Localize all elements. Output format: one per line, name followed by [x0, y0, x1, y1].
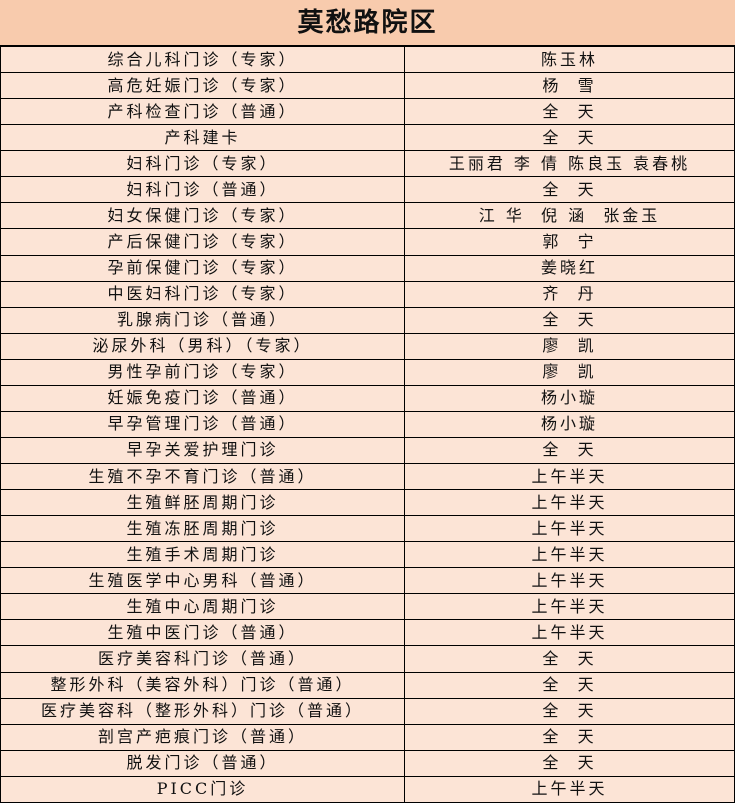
clinic-schedule: 全 天: [404, 306, 735, 334]
table-row: 脱发门诊（普通）全 天: [0, 749, 735, 777]
clinic-name: 妇科门诊（普通）: [0, 176, 405, 204]
clinic-schedule: 上午半天: [404, 541, 735, 569]
clinic-name: 医疗美容科（整形外科）门诊（普通）: [0, 697, 405, 725]
clinic-schedule: 上午半天: [404, 489, 735, 517]
clinic-schedule: 陈玉林: [404, 45, 735, 74]
clinic-name: 早孕关爱护理门诊: [0, 436, 405, 465]
clinic-name: 脱发门诊（普通）: [0, 749, 405, 777]
clinic-schedule: 齐 丹: [404, 280, 735, 308]
table-row: 早孕关爱护理门诊全 天: [0, 436, 735, 465]
table-row: 产后保健门诊（专家）郭 宁: [0, 228, 735, 256]
clinic-name: 剖宫产疤痕门诊（普通）: [0, 723, 405, 751]
clinic-name: 生殖鲜胚周期门诊: [0, 489, 405, 517]
clinic-schedule: 杨小璇: [404, 384, 735, 412]
table-row: 乳腺病门诊（普通）全 天: [0, 306, 735, 334]
clinic-name: 生殖手术周期门诊: [0, 541, 405, 569]
clinic-name: 泌尿外科（男科）（专家）: [0, 332, 405, 360]
clinic-schedule: 全 天: [404, 98, 735, 126]
clinic-name: 早孕管理门诊（普通）: [0, 410, 405, 438]
clinic-schedule: 全 天: [404, 671, 735, 699]
clinic-name: PICC门诊: [0, 775, 405, 803]
table-row: 中医妇科门诊（专家）齐 丹: [0, 280, 735, 308]
table-row: 妇科门诊（专家） 王丽君 李 倩 陈良玉 袁春桃: [0, 150, 735, 178]
clinic-schedule: 王丽君 李 倩 陈良玉 袁春桃: [404, 150, 735, 178]
table-row: 生殖手术周期门诊 上午半天: [0, 541, 735, 569]
clinic-name: 生殖医学中心男科（普通）: [0, 567, 405, 595]
table-row: 产科建卡全 天: [0, 124, 735, 152]
table-row: 泌尿外科（男科）（专家）廖 凯: [0, 332, 735, 360]
clinic-schedule: 杨 雪: [404, 72, 735, 100]
clinic-name: 产科建卡: [0, 124, 405, 152]
table-row: 孕前保健门诊（专家） 姜晓红: [0, 254, 735, 282]
clinic-name: 中医妇科门诊（专家）: [0, 280, 405, 308]
clinic-name: 生殖不孕不育门诊（普通）: [0, 462, 405, 491]
table-row: 生殖不孕不育门诊（普通） 上午半天: [0, 462, 735, 491]
schedule-table: 综合儿科门诊（专家） 陈玉林 高危妊娠门诊（专家）杨 雪产科检查门诊（普通）全 天产…: [0, 45, 735, 803]
clinic-schedule: 全 天: [404, 749, 735, 777]
clinic-name: 高危妊娠门诊（专家）: [0, 72, 405, 100]
clinic-schedule: 上午半天: [404, 619, 735, 647]
clinic-name: 生殖中医门诊（普通）: [0, 619, 405, 647]
clinic-name: 医疗美容科门诊（普通）: [0, 645, 405, 673]
clinic-schedule: 廖 凯: [404, 332, 735, 360]
table-row: 妇女保健门诊（专家）江 华 倪 涵 张金玉: [0, 202, 735, 230]
table-row: 妊娠免疫门诊（普通） 杨小璇: [0, 384, 735, 412]
clinic-schedule: 全 天: [404, 645, 735, 673]
clinic-name: 整形外科（美容外科）门诊（普通）: [0, 671, 405, 699]
clinic-schedule: 上午半天: [404, 567, 735, 595]
clinic-schedule: 郭 宁: [404, 228, 735, 256]
clinic-name: 综合儿科门诊（专家）: [0, 45, 405, 74]
clinic-name: 男性孕前门诊（专家）: [0, 358, 405, 386]
clinic-schedule: 上午半天: [404, 515, 735, 543]
table-row: PICC门诊 上午半天: [0, 775, 735, 803]
clinic-name: 乳腺病门诊（普通）: [0, 306, 405, 334]
clinic-schedule: 全 天: [404, 124, 735, 152]
clinic-schedule: 上午半天: [404, 593, 735, 621]
clinic-schedule: 姜晓红: [404, 254, 735, 282]
table-row: 医疗美容科（整形外科）门诊（普通）全 天: [0, 697, 735, 725]
table-row: 产科检查门诊（普通）全 天: [0, 98, 735, 126]
clinic-schedule: 廖 凯: [404, 358, 735, 386]
clinic-schedule: 上午半天: [404, 775, 735, 803]
table-row: 生殖中心周期门诊 上午半天: [0, 593, 735, 621]
table-row: 生殖医学中心男科（普通） 上午半天: [0, 567, 735, 595]
table-row: 生殖冻胚周期门诊 上午半天: [0, 515, 735, 543]
clinic-name: 妊娠免疫门诊（普通）: [0, 384, 405, 412]
clinic-name: 产科检查门诊（普通）: [0, 98, 405, 126]
clinic-name: 生殖中心周期门诊: [0, 593, 405, 621]
table-row: 生殖中医门诊（普通） 上午半天: [0, 619, 735, 647]
table-row: 早孕管理门诊（普通） 杨小璇: [0, 410, 735, 438]
clinic-schedule: 全 天: [404, 723, 735, 751]
table-row: 男性孕前门诊（专家）廖 凯: [0, 358, 735, 386]
clinic-schedule: 全 天: [404, 436, 735, 465]
table-row: 生殖鲜胚周期门诊 上午半天: [0, 489, 735, 517]
clinic-name: 生殖冻胚周期门诊: [0, 515, 405, 543]
table-row: 高危妊娠门诊（专家）杨 雪: [0, 72, 735, 100]
table-row: 整形外科（美容外科）门诊（普通）全 天: [0, 671, 735, 699]
clinic-name: 孕前保健门诊（专家）: [0, 254, 405, 282]
table-row: 剖宫产疤痕门诊（普通）全 天: [0, 723, 735, 751]
sheet-title: 莫愁路院区: [0, 0, 735, 46]
clinic-schedule: 全 天: [404, 697, 735, 725]
clinic-schedule: 江 华 倪 涵 张金玉: [404, 202, 735, 230]
clinic-schedule: 全 天: [404, 176, 735, 204]
clinic-name: 妇女保健门诊（专家）: [0, 202, 405, 230]
clinic-schedule: 杨小璇: [404, 410, 735, 438]
table-row: 医疗美容科门诊（普通）全 天: [0, 645, 735, 673]
clinic-schedule: 上午半天: [404, 462, 735, 491]
table-row: 综合儿科门诊（专家） 陈玉林: [0, 45, 735, 74]
clinic-name: 妇科门诊（专家）: [0, 150, 405, 178]
clinic-name: 产后保健门诊（专家）: [0, 228, 405, 256]
table-row: 妇科门诊（普通）全 天: [0, 176, 735, 204]
